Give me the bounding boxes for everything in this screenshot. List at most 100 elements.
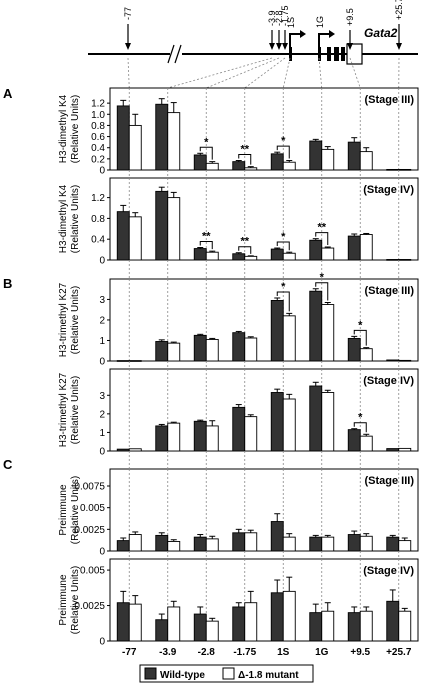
- y-tick-label: 0: [99, 637, 105, 648]
- significance-mark-1s: *: [281, 281, 286, 293]
- bar-wild-type-3-9: [155, 425, 169, 452]
- tss-arrow-1g: [318, 33, 329, 47]
- bar-mutant-25-7: [398, 259, 412, 261]
- significance-bracket-1s: [276, 241, 290, 251]
- y-axis-label: H3-trimethyl K27: [58, 372, 69, 447]
- bar-mutant-3-9: [167, 606, 181, 642]
- map-arrowhead-2-8-icon: [276, 43, 282, 50]
- fan-line-3-9: [167, 57, 273, 89]
- stage-label: (Stage III): [364, 285, 414, 297]
- guide-lines: [128, 170, 400, 559]
- bar-wild-type-1g: [309, 536, 323, 552]
- significance-bracket-9-5: [353, 329, 367, 346]
- y-tick-label: 0: [99, 357, 105, 368]
- stage-label: (Stage III): [364, 94, 414, 106]
- map-arrowhead-25-7-icon: [396, 43, 402, 50]
- y-axis-unit: (Relative Units): [70, 95, 81, 163]
- tss-arrowhead-1s-icon: [300, 30, 306, 38]
- map-label-2-8: -2.8: [274, 10, 284, 26]
- legend: Wild-type Δ-1.8 mutant: [139, 664, 314, 683]
- bar-wild-type-2-8: [193, 536, 207, 552]
- bar-wild-type-1-75: [232, 532, 246, 552]
- bar-wild-type-77: [116, 105, 130, 171]
- y-tick-label: 0: [99, 166, 105, 177]
- y-axis-label: Preimmune: [58, 574, 69, 626]
- map-label-9-5: +9.5: [345, 8, 355, 26]
- map-arrowhead-1-75-icon: [282, 43, 288, 50]
- bar-wild-type-1s: [270, 392, 284, 452]
- bar-wild-type-25-7: [386, 259, 400, 261]
- bar-mutant-77: [128, 534, 142, 552]
- bar-mutant-25-7: [398, 447, 412, 452]
- bar-mutant-2-8: [205, 620, 219, 642]
- bar-mutant-3-9: [167, 422, 181, 452]
- bar-mutant-25-7: [398, 610, 412, 642]
- gene-name: Gata2: [364, 26, 398, 40]
- bar-mutant-2-8: [205, 538, 219, 552]
- map-label-3-9: -3.9: [267, 10, 277, 26]
- y-axis-unit: (Relative Units): [70, 286, 81, 354]
- significance-mark-9-5: *: [358, 412, 363, 424]
- bar-wild-type-1s: [270, 521, 284, 552]
- panel-letter-b: B: [3, 276, 12, 291]
- panel-letter-c: C: [3, 457, 13, 472]
- significance-mark-1-75: **: [240, 236, 249, 248]
- chart-panel-1: 00.20.40.60.81.01.2 H3-dimethyl K4 (Relati…: [58, 87, 419, 177]
- bar-wild-type-3-9: [155, 619, 169, 642]
- y-tick-label: 0.0075: [74, 482, 105, 493]
- bar-mutant-3-9: [167, 197, 181, 261]
- bar-mutant-1-75: [244, 416, 258, 452]
- break-mark-1: [167, 44, 175, 64]
- bar-wild-type-25-7: [386, 168, 400, 171]
- significance-bracket-9-5: [353, 422, 367, 433]
- significance-bracket-2-8: [199, 146, 213, 160]
- bar-mutant-1s: [282, 252, 296, 261]
- bar-wild-type-1s: [270, 248, 284, 261]
- bar-wild-type-1-75: [232, 332, 246, 362]
- bar-mutant-9-5: [359, 234, 373, 261]
- bar-mutant-77: [128, 124, 142, 171]
- legend-swatch-mutant: [222, 667, 235, 680]
- panel-letter-a: A: [3, 86, 13, 101]
- bar-mutant-1-75: [244, 255, 258, 261]
- significance-mark-1g: **: [317, 222, 326, 234]
- stage-label: (Stage IV): [363, 565, 414, 577]
- chart-panel-3: 0 1 2 3 H3-trimethyl K27 (Relative Units) (Sta…: [58, 272, 419, 368]
- bar-mutant-1s: [282, 315, 296, 362]
- map-label-77: -77: [123, 7, 133, 20]
- bar-mutant-2-8: [205, 425, 219, 452]
- map-arrowhead-9-5-icon: [347, 43, 353, 50]
- bar-wild-type-1s: [270, 299, 284, 362]
- bar-mutant-1-75: [244, 602, 258, 642]
- bar-mutant-1s: [282, 161, 296, 171]
- y-tick-label: 0.005: [80, 566, 105, 577]
- bar-mutant-1s: [282, 590, 296, 642]
- map-arrowhead-77-icon: [125, 43, 131, 50]
- bar-mutant-2-8: [205, 338, 219, 362]
- stage-label: (Stage IV): [363, 184, 414, 196]
- bar-mutant-3-9: [167, 342, 181, 362]
- bar-mutant-25-7: [398, 168, 412, 171]
- bar-mutant-25-7: [398, 540, 412, 552]
- significance-bracket-1s: [276, 291, 290, 312]
- y-axis-label: Preimmune: [58, 484, 69, 536]
- bar-wild-type-9-5: [347, 429, 361, 452]
- chart-panel-6: 0 0.0025 0.005 Preimmune (Relative Units) (St…: [58, 558, 419, 648]
- y-tick-label: 1.2: [91, 99, 105, 110]
- stage-label: (Stage IV): [363, 375, 414, 387]
- break-mark-2: [174, 44, 182, 64]
- y-tick-label: 3: [99, 391, 105, 402]
- y-tick-label: 0.2: [91, 154, 105, 165]
- x-label-1s: 1S: [277, 647, 290, 658]
- bar-mutant-1g: [321, 610, 335, 642]
- map-label-1g: 1G: [315, 16, 325, 28]
- bar-mutant-9-5: [359, 151, 373, 171]
- x-label-2-8: -2.8: [198, 647, 216, 658]
- exon-2: [327, 47, 331, 61]
- y-tick-label: 0: [99, 256, 105, 267]
- y-tick-label: 0.8: [91, 121, 105, 132]
- x-label-3-9: -3.9: [159, 647, 177, 658]
- y-axis-unit: (Relative Units): [70, 376, 81, 444]
- significance-mark-2-8: **: [202, 231, 211, 243]
